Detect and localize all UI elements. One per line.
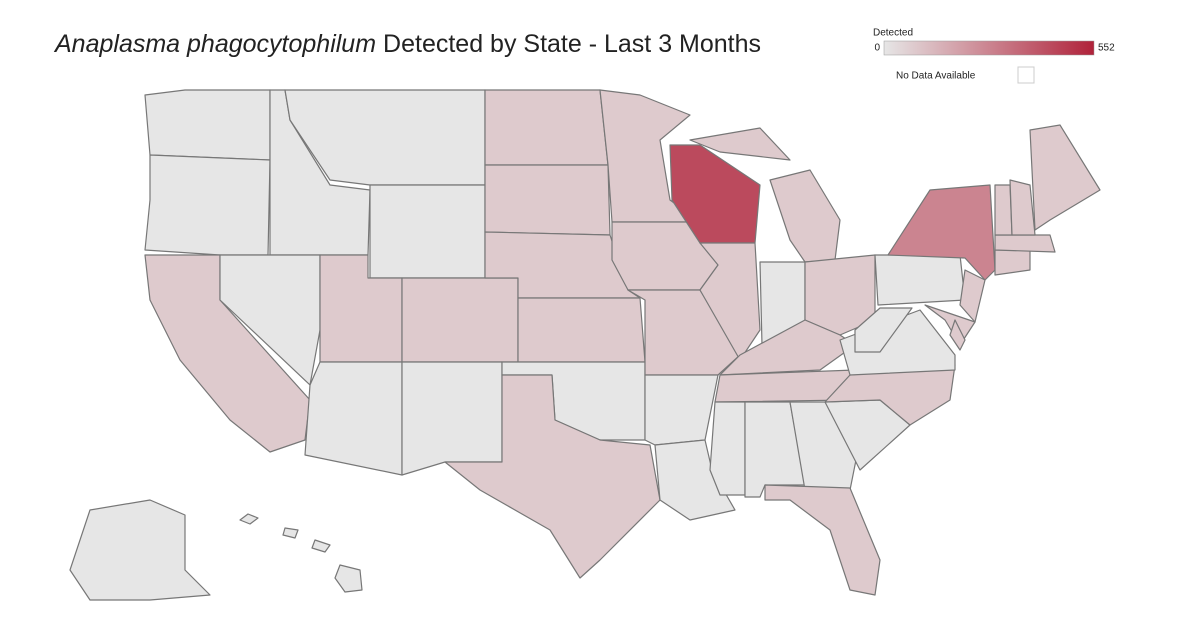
title-rest: Detected by State - Last 3 Months: [383, 30, 761, 58]
legend-title: Detected: [873, 28, 913, 39]
legend-min: 0: [874, 43, 880, 54]
state: [994, 249, 1031, 276]
state: [1029, 124, 1101, 231]
state: [709, 401, 746, 496]
state: [599, 89, 701, 223]
state: [517, 297, 646, 363]
state: [994, 184, 1013, 236]
states: [69, 89, 1101, 601]
state: [644, 374, 719, 446]
legend-gradient: [883, 40, 1095, 56]
state: [874, 254, 966, 306]
state: [401, 277, 519, 363]
state: [959, 269, 986, 323]
map-title: Anaplasma phagocytophilum Detected by Sta…: [53, 30, 761, 58]
state: [239, 513, 363, 593]
state: [854, 307, 913, 353]
state: [401, 361, 503, 476]
legend: Detected 0 552 No Data Available: [873, 28, 1115, 84]
state: [1009, 179, 1036, 236]
state: [484, 89, 609, 166]
state: [949, 319, 966, 351]
state: [994, 234, 1056, 253]
state: [444, 374, 661, 579]
state: [144, 154, 271, 256]
legend-max: 552: [1098, 43, 1115, 54]
no-data-swatch: [1017, 66, 1035, 84]
state: [69, 499, 211, 601]
state: [304, 361, 403, 476]
state: [369, 184, 486, 279]
state: [144, 89, 271, 161]
state: [219, 254, 321, 386]
state: [764, 484, 881, 596]
title-italic: Anaplasma phagocytophilum: [53, 30, 376, 58]
state: [484, 164, 611, 236]
no-data-label: No Data Available: [896, 71, 976, 82]
state: [654, 439, 736, 521]
